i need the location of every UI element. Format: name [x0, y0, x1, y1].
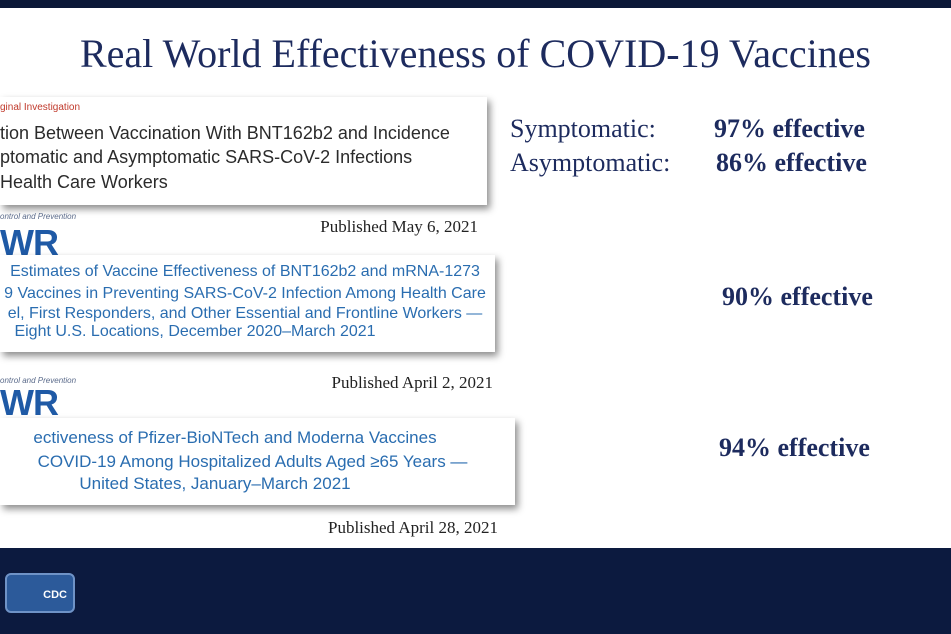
result-value: 90% effective: [722, 282, 873, 311]
journal-name: WR: [0, 382, 59, 423]
article-line: 9 Vaccines in Preventing SARS-CoV-2 Infe…: [4, 285, 486, 302]
slide-title: Real World Effectiveness of COVID-19 Vac…: [79, 31, 871, 76]
article-line: COVID-19 Among Hospitalized Adults Aged …: [37, 452, 468, 471]
article-line: ectiveness of Pfizer-BioNTech and Modern…: [33, 428, 437, 447]
journal-label: ontrol and Prevention: [0, 212, 77, 221]
published-date: Published April 2, 2021: [331, 373, 493, 392]
result-value: 94% effective: [719, 433, 870, 462]
article-line: ptomatic and Asymptomatic SARS-CoV-2 Inf…: [0, 147, 413, 167]
result-value: 97% effective: [714, 114, 865, 143]
article-label: ginal Investigation: [0, 102, 81, 113]
cdc-logo: CDC: [5, 573, 75, 613]
article-card: [0, 418, 515, 505]
article-card: [0, 97, 487, 205]
article-line: United States, January–March 2021: [79, 474, 351, 493]
top-bar: [0, 0, 951, 8]
journal-label: ontrol and Prevention: [0, 376, 77, 385]
article-line: Health Care Workers: [0, 172, 168, 192]
result-label: Symptomatic:: [510, 114, 656, 143]
article-line: el, First Responders, and Other Essentia…: [7, 305, 483, 322]
result-label: Asymptomatic:: [510, 148, 671, 177]
article-line: tion Between Vaccination With BNT162b2 a…: [0, 123, 450, 143]
result-value: 86% effective: [716, 148, 867, 177]
published-date: Published April 28, 2021: [327, 518, 498, 537]
article-line: Eight U.S. Locations, December 2020–Marc…: [14, 323, 376, 340]
published-date: Published May 6, 2021: [320, 217, 478, 236]
footer-bar: [0, 548, 951, 634]
article-line: Estimates of Vaccine Effectiveness of BN…: [10, 263, 480, 280]
article-card: [0, 255, 495, 352]
